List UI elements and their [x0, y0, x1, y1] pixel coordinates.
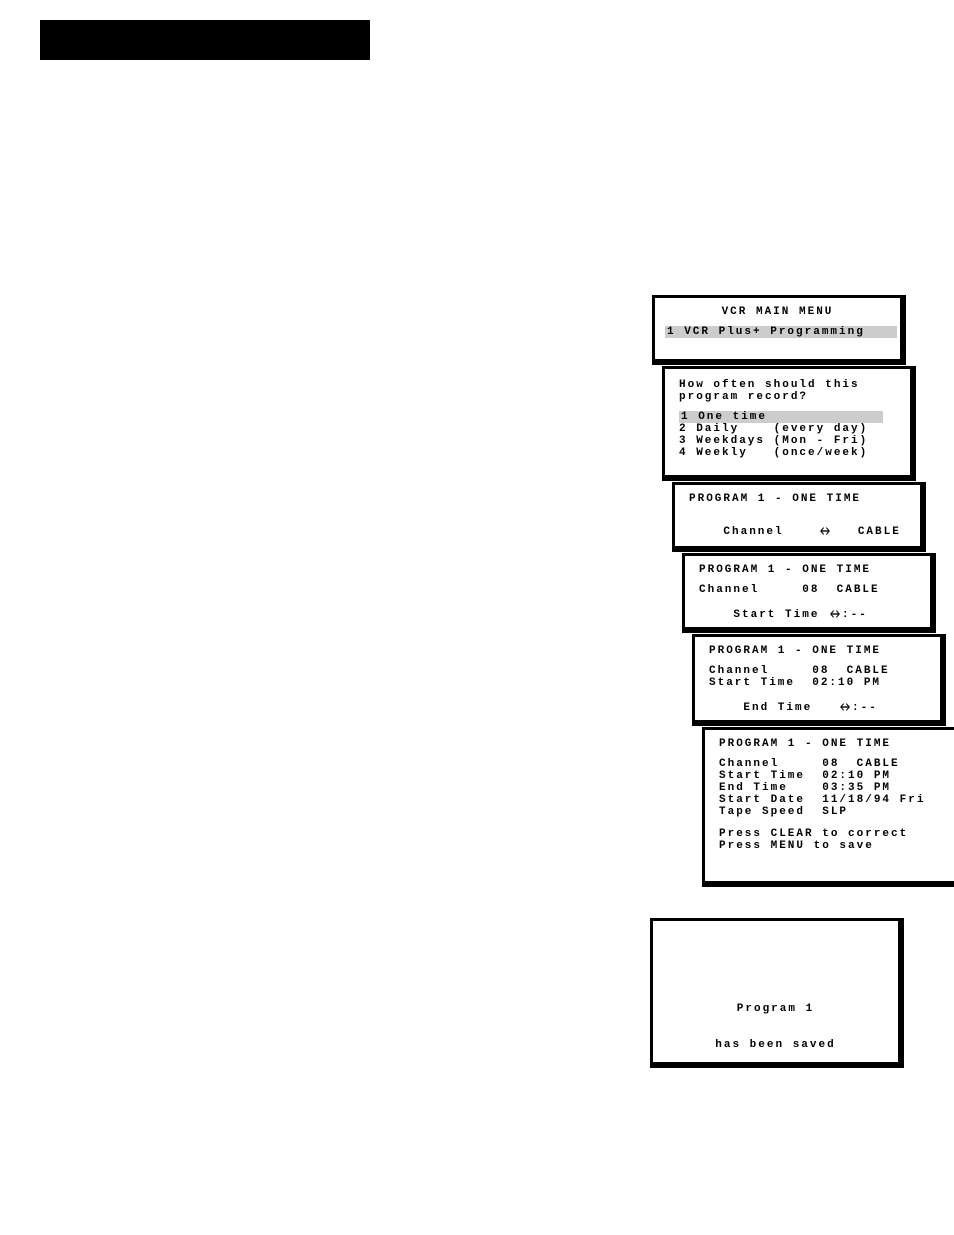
screen-prog-channel: PROGRAM 1 - ONE TIME Channel CABLE	[672, 482, 926, 552]
p3-channel-row: Channel CABLE	[689, 513, 910, 550]
p4-title: PROGRAM 1 - ONE TIME	[699, 564, 920, 576]
freq-opt-4[interactable]: 4 Weekly (once/week)	[679, 447, 900, 459]
screen-main-menu: VCR MAIN MENU 1 VCR Plus+ Programming	[652, 295, 906, 365]
header-black-bar	[40, 20, 370, 60]
p3-channel-rest: CABLE	[832, 526, 901, 538]
freq-opt-1[interactable]: 1 One time	[679, 411, 883, 423]
p6-end: End Time 03:35 PM	[719, 782, 950, 794]
main-menu-title: VCR MAIN MENU	[665, 306, 890, 318]
freq-opt-3[interactable]: 3 Weekdays (Mon - Fri)	[679, 435, 900, 447]
p3-title: PROGRAM 1 - ONE TIME	[689, 493, 910, 505]
p5-title: PROGRAM 1 - ONE TIME	[709, 645, 930, 657]
screen-prog-start: PROGRAM 1 - ONE TIME Channel 08 CABLE St…	[682, 553, 936, 633]
freq-prompt-line2: program record?	[679, 391, 900, 403]
cursor-icon	[828, 608, 842, 620]
cursor-icon	[838, 701, 852, 713]
p4-channel-row: Channel 08 CABLE	[699, 584, 920, 596]
saved-line1: Program 1	[715, 1003, 835, 1015]
p5-start-row: Start Time 02:10 PM	[709, 677, 930, 689]
p6-speed: Tape Speed SLP	[719, 806, 950, 818]
screen-prog-end: PROGRAM 1 - ONE TIME Channel 08 CABLE St…	[692, 634, 946, 726]
p6-date: Start Date 11/18/94 Fri	[719, 794, 950, 806]
p6-footer-clear: Press CLEAR to correct	[719, 828, 950, 840]
p6-footer-menu: Press MENU to save	[719, 840, 950, 852]
freq-opt-2[interactable]: 2 Daily (every day)	[679, 423, 900, 435]
screen-prog-summary: PROGRAM 1 - ONE TIME Channel 08 CABLE St…	[702, 727, 954, 887]
p6-start: Start Time 02:10 PM	[719, 770, 950, 782]
p5-end-rest: :--	[852, 702, 878, 714]
cursor-icon	[818, 525, 832, 537]
p3-channel-label: Channel	[723, 526, 818, 538]
p4-start-label: Start Time	[733, 609, 828, 621]
p5-channel-row: Channel 08 CABLE	[709, 665, 930, 677]
main-menu-item-1[interactable]: 1 VCR Plus+ Programming	[665, 326, 897, 338]
screen-frequency: How often should this program record? 1 …	[662, 366, 916, 481]
p6-channel: Channel 08 CABLE	[719, 758, 950, 770]
p5-end-label: End Time	[743, 702, 838, 714]
screen-saved: Program 1 has been saved	[650, 918, 904, 1068]
p4-start-row: Start Time :--	[699, 596, 920, 633]
p4-start-rest: :--	[842, 609, 868, 621]
freq-prompt-line1: How often should this	[679, 379, 900, 391]
p5-end-row: End Time :--	[709, 689, 930, 726]
saved-line2: has been saved	[715, 1039, 835, 1051]
p6-title: PROGRAM 1 - ONE TIME	[719, 738, 950, 750]
